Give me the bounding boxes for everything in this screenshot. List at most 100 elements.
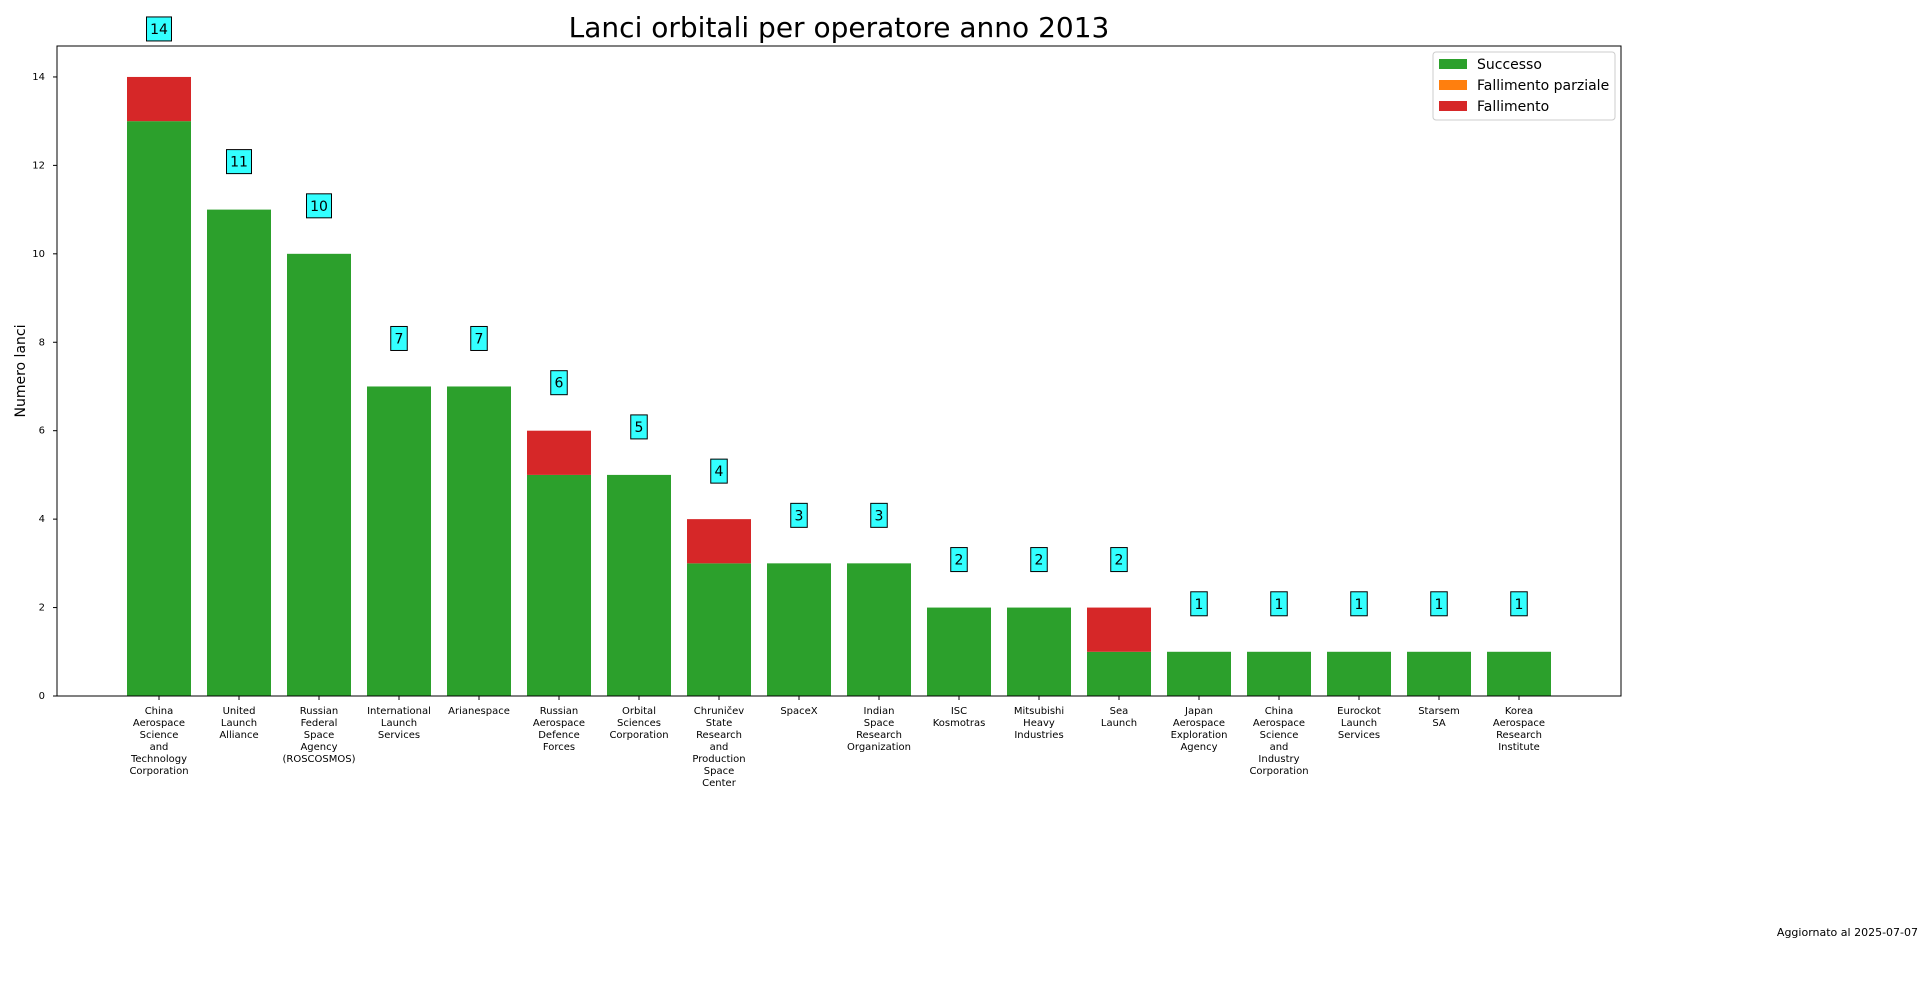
x-tick-label-5: Russian Aerospace Defence Forces: [533, 706, 585, 753]
total-label-box-0: [146, 16, 172, 42]
x-tick-label-4: Arianespace: [448, 706, 510, 717]
total-label-1: 11: [230, 155, 248, 171]
bar-4-series-0: [447, 386, 511, 696]
x-tick-label-16: Starsem SA: [1418, 706, 1460, 729]
total-label-box-4: [470, 325, 488, 351]
x-tick-label-12: Sea Launch: [1101, 706, 1137, 729]
bar-0-series-2: [127, 76, 191, 122]
total-label-box-7: [710, 458, 728, 484]
total-label-box-3: [390, 325, 408, 351]
total-label-16: 1: [1435, 597, 1444, 613]
total-label-6: 5: [635, 420, 644, 436]
y-tick-label-2: 4: [39, 514, 45, 525]
plot-frame: [56, 45, 1622, 697]
total-label-8: 3: [795, 508, 804, 524]
bar-3-series-0: [367, 386, 431, 696]
x-axis: China Aerospace Science and Technology Corpor…: [129, 696, 1545, 789]
x-tick-label-9: Indian Space Research Organization: [847, 706, 911, 753]
bars-layer: [127, 76, 1551, 697]
bar-11-series-0: [1007, 607, 1071, 696]
total-label-box-14: [1270, 591, 1288, 617]
total-label-3: 7: [395, 331, 404, 347]
total-label-box-2: [306, 193, 332, 219]
total-label-0: 14: [150, 22, 168, 38]
bar-14-series-0: [1247, 651, 1311, 696]
total-label-4: 7: [475, 331, 484, 347]
total-label-box-8: [790, 502, 808, 528]
bar-8-series-0: [767, 563, 831, 696]
total-label-17: 1: [1515, 597, 1524, 613]
y-axis: 0 2 4 6 8 10 12 14: [32, 72, 57, 702]
y-axis-label: Numero lanci: [13, 325, 29, 418]
total-label-box-17: [1510, 591, 1528, 617]
y-tick-label-3: 6: [39, 426, 45, 437]
legend-label-1: Fallimento parziale: [1477, 78, 1609, 94]
bar-2-series-0: [287, 253, 351, 697]
bar-6-series-0: [607, 474, 671, 696]
total-label-box-5: [550, 370, 568, 396]
total-label-14: 1: [1275, 597, 1284, 613]
total-label-11: 2: [1035, 553, 1044, 569]
total-label-10: 2: [955, 553, 964, 569]
total-label-box-11: [1030, 547, 1048, 573]
total-label-9: 3: [875, 508, 884, 524]
total-label-box-6: [630, 414, 648, 440]
x-tick-label-8: SpaceX: [780, 706, 817, 717]
bar-7-series-0: [687, 563, 751, 696]
x-tick-label-2: Russian Federal Space Agency (ROSCOSMOS): [282, 706, 355, 765]
y-tick-label-7: 14: [32, 72, 45, 83]
bar-17-series-0: [1487, 651, 1551, 696]
total-label-box-15: [1350, 591, 1368, 617]
total-label-box-12: [1110, 547, 1128, 573]
total-label-box-16: [1430, 591, 1448, 617]
chart-title: Lanci orbitali per operatore anno 2013: [569, 11, 1110, 44]
bar-12-series-2: [1087, 607, 1151, 652]
total-label-box-10: [950, 547, 968, 573]
total-label-box-1: [226, 149, 252, 175]
bar-5-series-0: [527, 474, 591, 696]
y-tick-label-0: 0: [39, 691, 45, 702]
y-tick-label-4: 8: [39, 337, 45, 348]
x-tick-label-0: China Aerospace Science and Technology Corpor…: [129, 706, 188, 777]
total-label-2: 10: [310, 199, 328, 215]
y-tick-label-1: 2: [39, 603, 45, 614]
bar-1-series-0: [207, 209, 271, 696]
x-tick-label-14: China Aerospace Science and Industry Corporat…: [1249, 706, 1308, 777]
bar-5-series-2: [527, 430, 591, 475]
legend-swatch-0: [1439, 59, 1467, 69]
legend-box: [1432, 51, 1616, 121]
bar-15-series-0: [1327, 651, 1391, 696]
total-label-5: 6: [555, 376, 564, 392]
legend: Successo Fallimento parziale Fallimento: [1432, 51, 1616, 121]
updated-note: Aggiornato al 2025-07-07: [1776, 926, 1918, 939]
total-label-12: 2: [1115, 553, 1124, 569]
x-tick-label-15: Eurockot Launch Services: [1337, 706, 1381, 741]
y-tick-label-6: 12: [32, 160, 45, 171]
x-tick-label-13: Japan Aerospace Exploration Agency: [1171, 706, 1228, 753]
legend-label-2: Fallimento: [1477, 99, 1549, 115]
bar-10-series-0: [927, 607, 991, 696]
y-tick-label-5: 10: [32, 249, 45, 260]
bar-7-series-2: [687, 519, 751, 564]
x-tick-label-3: International Launch Services: [367, 706, 431, 741]
bar-0-series-0: [127, 121, 191, 697]
x-tick-label-6: Orbital Sciences Corporation: [609, 706, 668, 741]
x-tick-label-7: Chruničev State Research and Production Space…: [692, 705, 745, 789]
legend-swatch-1: [1439, 80, 1467, 90]
x-tick-label-17: Korea Aerospace Research Institute: [1493, 706, 1545, 753]
total-label-box-13: [1190, 591, 1208, 617]
bar-13-series-0: [1167, 651, 1231, 696]
total-label-box-9: [870, 502, 888, 528]
x-tick-label-1: United Launch Alliance: [219, 706, 258, 741]
total-label-7: 4: [715, 464, 724, 480]
bar-9-series-0: [847, 563, 911, 696]
legend-label-0: Successo: [1477, 57, 1542, 73]
total-label-13: 1: [1195, 597, 1204, 613]
legend-swatch-2: [1439, 101, 1467, 111]
total-label-15: 1: [1355, 597, 1364, 613]
x-tick-label-10: ISC Kosmotras: [933, 706, 986, 729]
bar-16-series-0: [1407, 651, 1471, 696]
